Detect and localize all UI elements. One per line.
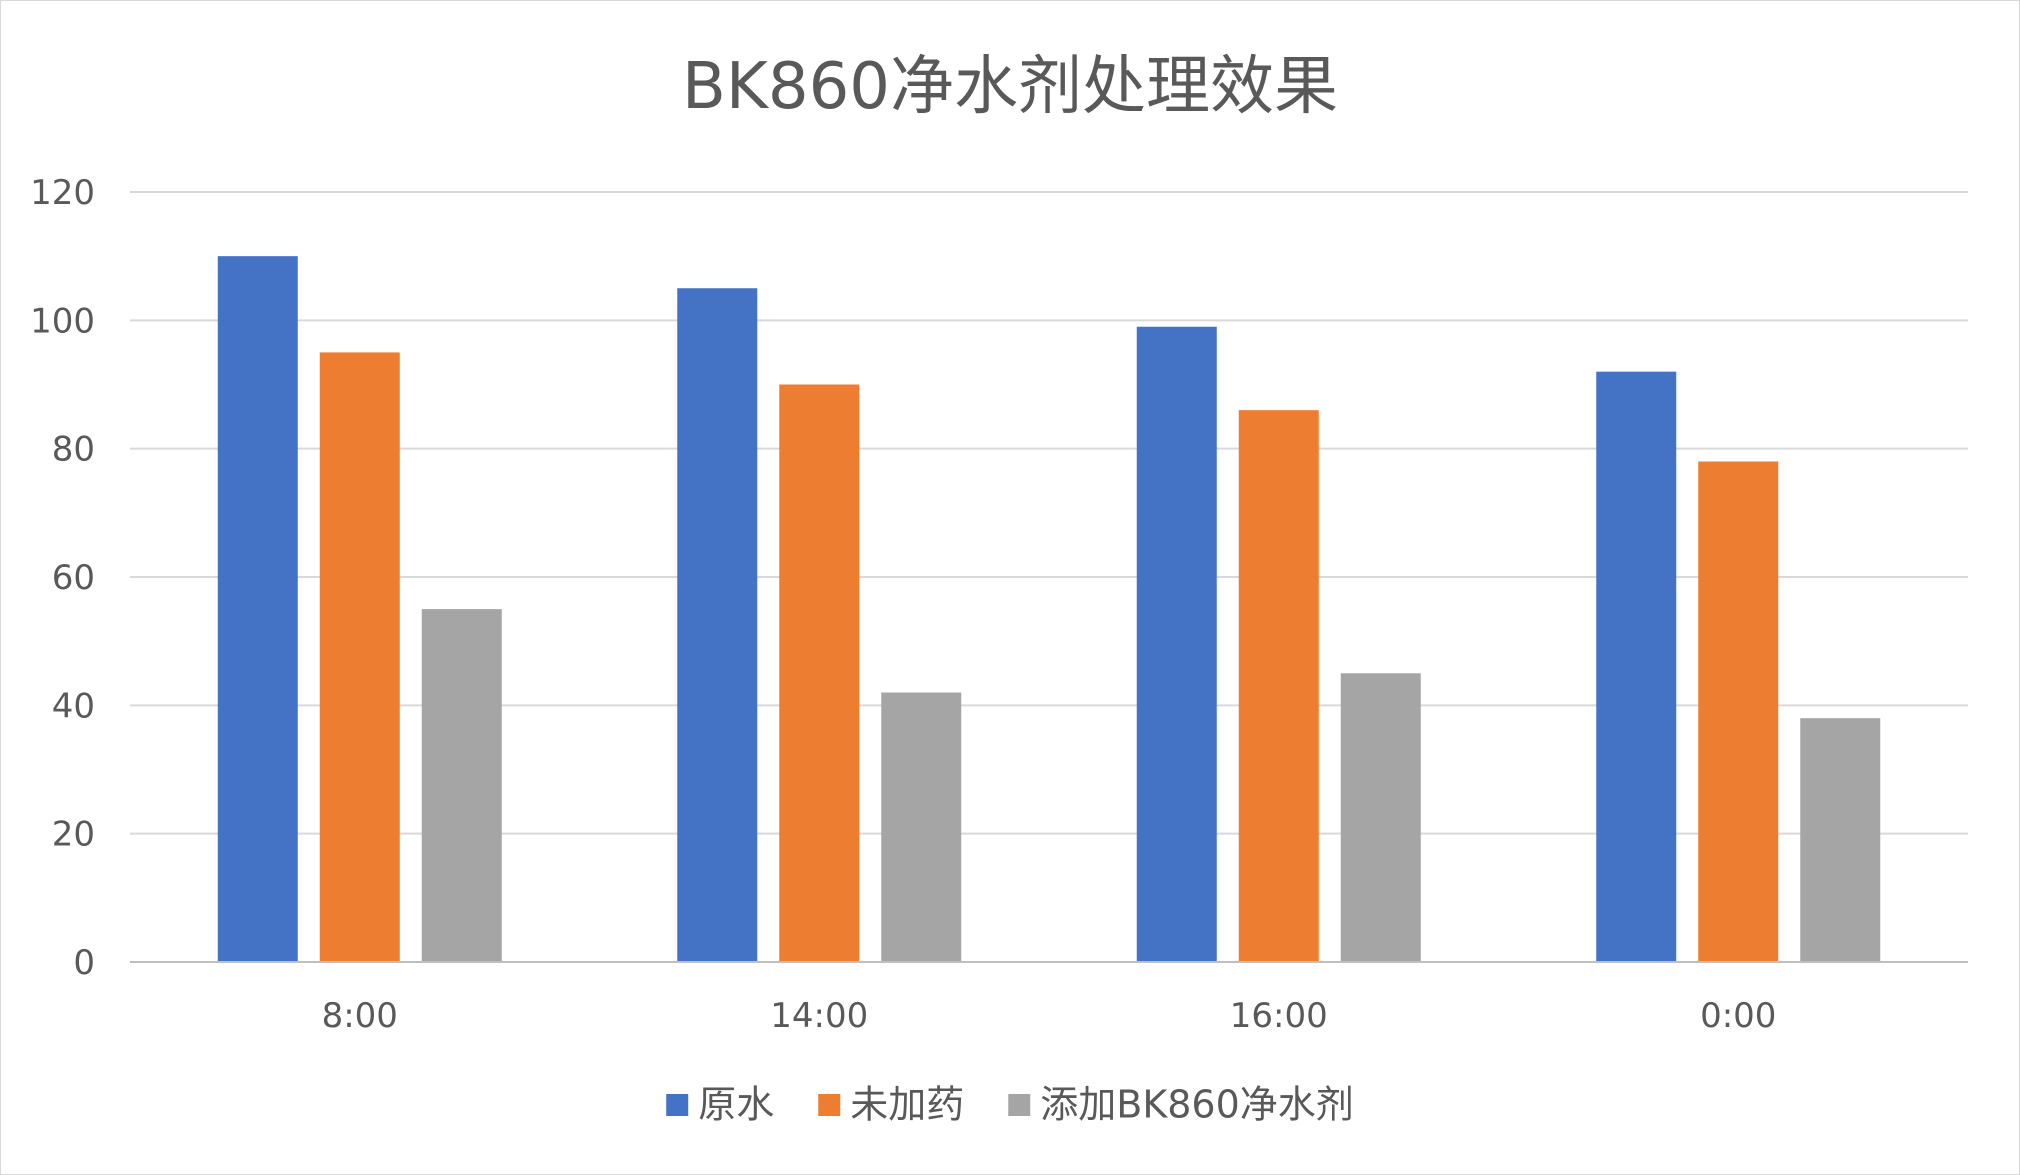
y-tick-label: 20 [52,815,95,855]
y-tick-label: 120 [30,173,95,213]
bar-1-1 [217,256,298,963]
x-tick-label: 8:00 [322,996,398,1036]
legend-swatch [818,1094,841,1116]
legend-swatch [1008,1094,1031,1116]
bar-1-2 [677,288,758,962]
bar-3-4 [1800,718,1881,962]
x-tick-label: 0:00 [1700,996,1776,1036]
bar-2-2 [779,384,860,962]
bar-3-1 [421,609,502,962]
legend-item: 添加BK860净水剂 [1008,1083,1354,1127]
bar-1-3 [1136,326,1217,962]
legend-item: 原水 [666,1083,774,1127]
gridlines [130,191,1968,835]
legend-label: 原水 [698,1083,774,1127]
x-tick-label: 14:00 [770,996,868,1036]
legend: 原水 未加药 添加BK860净水剂 [666,1083,1354,1127]
bar-2-3 [1238,410,1319,963]
bar-2-4 [1698,461,1779,962]
y-axis-ticks: 0 20 40 60 80 100 120 [30,173,95,983]
bars [217,256,1881,963]
bar-2-1 [319,352,400,963]
y-tick-label: 0 [73,943,95,983]
x-tick-label: 16:00 [1230,996,1328,1036]
bar-1-4 [1596,371,1677,963]
bar-3-3 [1340,673,1421,962]
bar-3-2 [881,692,962,962]
y-tick-label: 100 [30,301,95,341]
legend-label: 添加BK860净水剂 [1040,1083,1354,1127]
y-tick-label: 80 [52,430,95,470]
legend-label: 未加药 [850,1083,964,1127]
x-axis-ticks: 8:00 14:00 16:00 0:00 [322,996,1777,1036]
y-tick-label: 60 [52,558,95,598]
legend-swatch [666,1094,689,1116]
legend-item: 未加药 [818,1083,964,1127]
chart-title: BK860净水剂处理效果 [682,50,1338,124]
y-tick-label: 40 [52,686,95,726]
